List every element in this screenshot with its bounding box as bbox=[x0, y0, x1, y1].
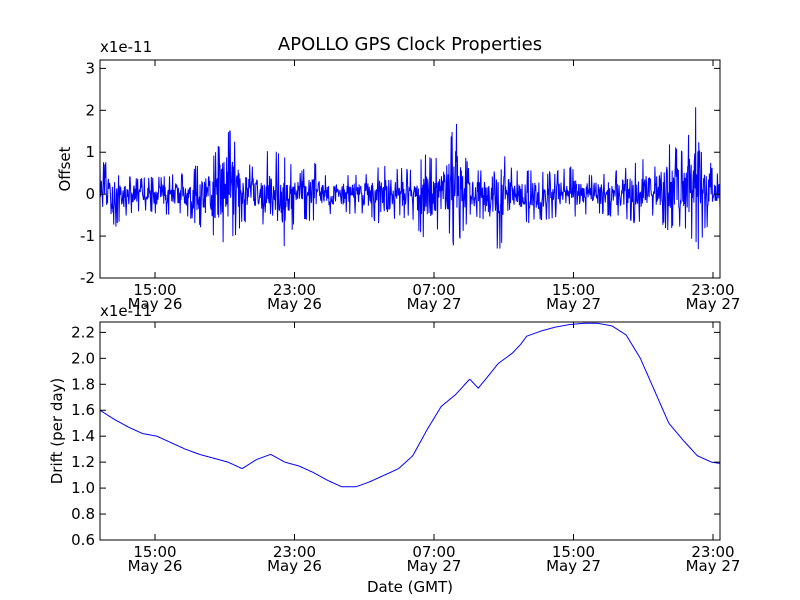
offset-y-tick-label: 0 bbox=[85, 185, 95, 203]
drift-x-tick-time: 23:00 bbox=[273, 543, 316, 561]
drift-y-axis-label: Drift (per day) bbox=[48, 378, 66, 485]
offset-x-tick-date: May 27 bbox=[407, 295, 462, 313]
drift-series-line bbox=[99, 322, 721, 488]
drift-x-tick-date: May 27 bbox=[686, 557, 741, 575]
offset-y-tick-label: -1 bbox=[80, 227, 95, 245]
drift-y-tick-label: 0.8 bbox=[71, 505, 95, 523]
drift-y-tick-label: 1.0 bbox=[71, 479, 95, 497]
offset-y-tick-label: 2 bbox=[85, 101, 95, 119]
figure-title: APOLLO GPS Clock Properties bbox=[278, 34, 542, 55]
offset-x-tick-date: May 27 bbox=[686, 295, 741, 313]
offset-y-tick-label: 1 bbox=[85, 143, 95, 161]
offset-series-line bbox=[99, 107, 721, 250]
offset-x-tick-time: 23:00 bbox=[273, 281, 316, 299]
drift-y-multiplier: x1e-11 bbox=[100, 302, 152, 320]
drift-y-tick-label: 1.4 bbox=[71, 427, 95, 445]
offset-x-tick-time: 15:00 bbox=[552, 281, 595, 299]
offset-x-tick-time: 23:00 bbox=[691, 281, 734, 299]
offset-y-tick-label: -2 bbox=[80, 269, 95, 287]
drift-x-tick-time: 07:00 bbox=[412, 543, 455, 561]
offset-x-tick-date: May 27 bbox=[546, 295, 601, 313]
offset-y-tick-label: 3 bbox=[85, 59, 95, 77]
offset-x-tick-time: 15:00 bbox=[133, 281, 176, 299]
offset-x-tick-date: May 26 bbox=[267, 295, 322, 313]
drift-y-tick-label: 2.0 bbox=[71, 349, 95, 367]
drift-x-tick-time: 23:00 bbox=[691, 543, 734, 561]
drift-y-tick-label: 1.2 bbox=[71, 453, 95, 471]
drift-x-tick-date: May 26 bbox=[267, 557, 322, 575]
offset-x-tick-date: May 26 bbox=[128, 295, 183, 313]
offset-x-tick-time: 07:00 bbox=[412, 281, 455, 299]
drift-y-tick-label: 2.2 bbox=[71, 323, 95, 341]
drift-x-tick-date: May 27 bbox=[407, 557, 462, 575]
drift-x-tick-date: May 27 bbox=[546, 557, 601, 575]
offset-y-axis-label: Offset bbox=[56, 146, 74, 191]
drift-x-tick-time: 15:00 bbox=[133, 543, 176, 561]
drift-y-tick-label: 1.6 bbox=[71, 401, 95, 419]
drift-x-tick-date: May 26 bbox=[128, 557, 183, 575]
offset-plot-frame bbox=[99, 59, 721, 279]
offset-y-multiplier: x1e-11 bbox=[100, 38, 152, 56]
drift-x-tick-time: 15:00 bbox=[552, 543, 595, 561]
x-axis-label: Date (GMT) bbox=[367, 578, 453, 596]
drift-plot-frame bbox=[99, 321, 721, 541]
drift-y-tick-label: 1.8 bbox=[71, 375, 95, 393]
drift-y-tick-label: 0.6 bbox=[71, 531, 95, 549]
